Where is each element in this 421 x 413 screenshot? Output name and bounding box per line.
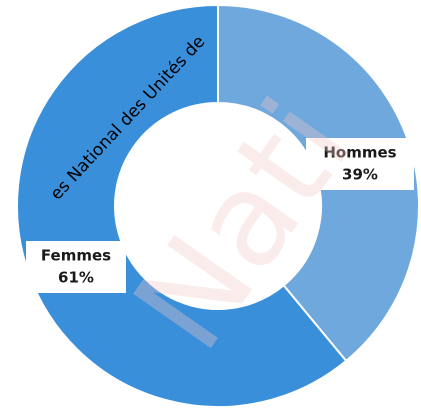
value-label: 61%: [58, 269, 94, 287]
slice-label: Hommes: [323, 144, 396, 162]
label-box: [306, 138, 414, 190]
labels: Hommes 39% Femmes 61%: [26, 138, 414, 293]
value-label: 39%: [342, 166, 378, 184]
slice: [16, 3, 348, 408]
label-box: [26, 241, 126, 293]
slice-label: Femmes: [41, 247, 111, 265]
